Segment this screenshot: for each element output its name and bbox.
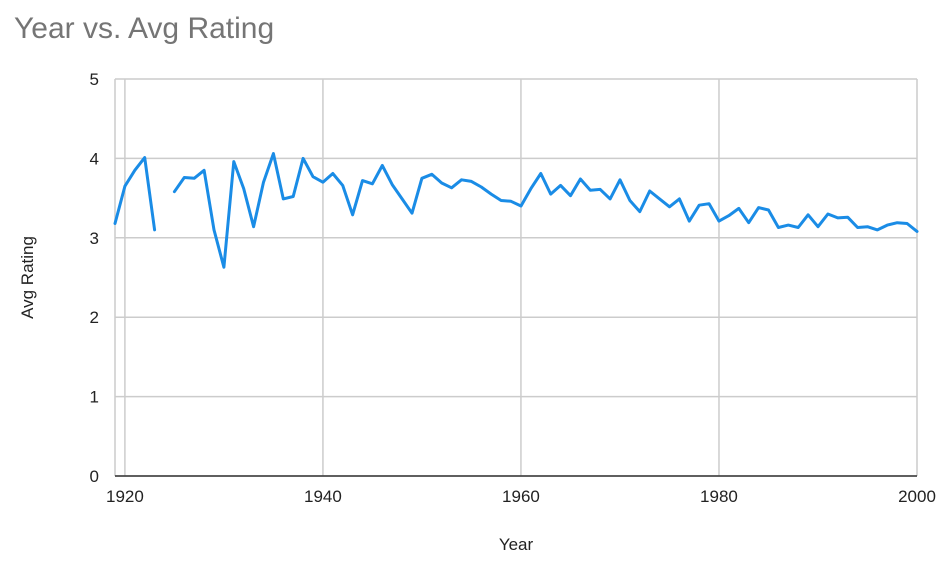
x-tick-label-1: 1940 — [304, 487, 342, 506]
y-tick-label-5: 5 — [90, 70, 99, 89]
y-tick-label-2: 2 — [90, 308, 99, 327]
x-tick-label-2: 1960 — [502, 487, 540, 506]
y-tick-label-4: 4 — [90, 149, 99, 168]
x-tick-label-3: 1980 — [700, 487, 738, 506]
series-line-0-segment-1 — [172, 152, 919, 269]
chart-title: Year vs. Avg Rating — [14, 12, 275, 45]
x-tick-label-0: 1920 — [106, 487, 144, 506]
series-line-0-segment-0 — [113, 156, 157, 232]
x-axis-title: Year — [499, 535, 534, 554]
y-axis-title: Avg Rating — [18, 236, 37, 319]
y-tick-label-1: 1 — [90, 388, 99, 407]
y-tick-label-3: 3 — [90, 229, 99, 248]
x-tick-label-4: 2000 — [898, 487, 936, 506]
y-tick-label-0: 0 — [90, 467, 99, 486]
